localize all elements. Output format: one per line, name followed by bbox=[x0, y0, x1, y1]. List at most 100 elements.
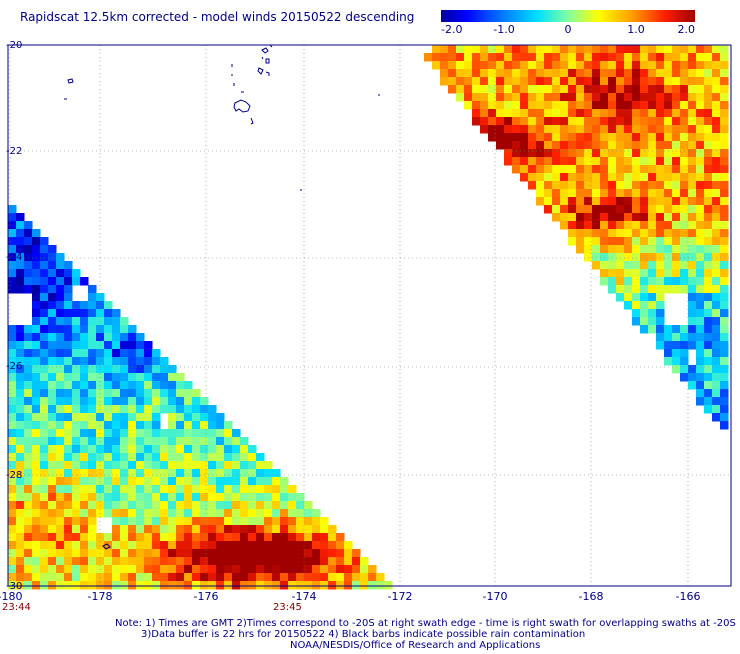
wind-difference-cell bbox=[80, 301, 89, 310]
wind-difference-cell bbox=[576, 229, 585, 238]
wind-difference-cell bbox=[56, 525, 65, 534]
wind-difference-cell bbox=[40, 269, 49, 278]
wind-difference-cell bbox=[464, 61, 473, 70]
wind-difference-cell bbox=[576, 237, 585, 246]
wind-difference-cell bbox=[208, 533, 217, 542]
wind-difference-cell bbox=[624, 141, 633, 150]
wind-difference-cell bbox=[352, 581, 361, 590]
wind-difference-cell bbox=[56, 405, 65, 414]
wind-difference-cell bbox=[520, 93, 529, 102]
wind-difference-cell bbox=[464, 53, 473, 62]
wind-difference-cell bbox=[160, 381, 169, 390]
wind-difference-cell bbox=[536, 117, 545, 126]
wind-difference-cell bbox=[16, 581, 25, 590]
wind-difference-cell bbox=[304, 541, 313, 550]
wind-difference-cell bbox=[216, 509, 225, 518]
wind-difference-cell bbox=[144, 541, 153, 550]
wind-difference-cell bbox=[720, 373, 729, 382]
wind-difference-cell bbox=[624, 101, 633, 110]
wind-difference-cell bbox=[616, 173, 625, 182]
wind-difference-cell bbox=[160, 549, 169, 558]
wind-difference-cell bbox=[192, 517, 201, 526]
wind-difference-cell bbox=[640, 261, 649, 270]
wind-difference-cell bbox=[160, 445, 169, 454]
wind-difference-cell bbox=[688, 45, 697, 54]
wind-difference-cell bbox=[160, 517, 169, 526]
wind-difference-cell bbox=[128, 333, 137, 342]
wind-difference-cell bbox=[168, 381, 177, 390]
wind-difference-cell bbox=[656, 245, 665, 254]
wind-difference-cell bbox=[48, 309, 57, 318]
wind-difference-cell bbox=[640, 245, 649, 254]
wind-difference-cell bbox=[72, 357, 81, 366]
wind-difference-cell bbox=[32, 333, 41, 342]
wind-difference-cell bbox=[24, 365, 33, 374]
wind-difference-cell bbox=[248, 501, 257, 510]
wind-difference-cell bbox=[8, 469, 17, 478]
wind-difference-cell bbox=[352, 565, 361, 574]
wind-difference-cell bbox=[656, 173, 665, 182]
wind-difference-cell bbox=[48, 277, 57, 286]
wind-difference-cell bbox=[224, 477, 233, 486]
wind-difference-cell bbox=[488, 85, 497, 94]
wind-difference-cell bbox=[24, 341, 33, 350]
wind-difference-cell bbox=[608, 221, 617, 230]
wind-difference-cell bbox=[608, 117, 617, 126]
wind-difference-cell bbox=[640, 189, 649, 198]
wind-difference-cell bbox=[192, 453, 201, 462]
wind-difference-cell bbox=[664, 117, 673, 126]
wind-difference-cell bbox=[704, 325, 713, 334]
wind-difference-cell bbox=[712, 285, 721, 294]
wind-difference-cell bbox=[64, 533, 73, 542]
wind-difference-cell bbox=[232, 461, 241, 470]
wind-difference-cell bbox=[224, 549, 233, 558]
wind-difference-cell bbox=[336, 549, 345, 558]
wind-difference-cell bbox=[608, 245, 617, 254]
wind-difference-cell bbox=[712, 229, 721, 238]
wind-difference-cell bbox=[712, 101, 721, 110]
wind-difference-cell bbox=[184, 541, 193, 550]
wind-difference-cell bbox=[568, 157, 577, 166]
wind-difference-cell bbox=[16, 333, 25, 342]
wind-difference-cell bbox=[216, 565, 225, 574]
wind-difference-cell bbox=[560, 125, 569, 134]
wind-difference-cell bbox=[648, 101, 657, 110]
wind-difference-cell bbox=[424, 53, 433, 62]
wind-difference-cell bbox=[696, 109, 705, 118]
wind-difference-cell bbox=[504, 101, 513, 110]
wind-difference-cell bbox=[136, 477, 145, 486]
wind-difference-cell bbox=[16, 525, 25, 534]
wind-difference-cell bbox=[136, 349, 145, 358]
wind-difference-cell bbox=[224, 509, 233, 518]
wind-difference-cell bbox=[200, 477, 209, 486]
wind-difference-cell bbox=[112, 381, 121, 390]
wind-difference-cell bbox=[672, 149, 681, 158]
wind-difference-cell bbox=[80, 445, 89, 454]
wind-difference-cell bbox=[552, 173, 561, 182]
wind-difference-cell bbox=[296, 533, 305, 542]
wind-difference-cell bbox=[656, 61, 665, 70]
wind-difference-cell bbox=[64, 333, 73, 342]
wind-difference-cell bbox=[488, 61, 497, 70]
wind-difference-cell bbox=[672, 349, 681, 358]
wind-difference-cell bbox=[88, 301, 97, 310]
wind-difference-cell bbox=[704, 269, 713, 278]
wind-difference-cell bbox=[600, 245, 609, 254]
wind-difference-cell bbox=[32, 309, 41, 318]
wind-difference-cell bbox=[720, 293, 729, 302]
wind-difference-cell bbox=[584, 253, 593, 262]
wind-difference-cell bbox=[280, 565, 289, 574]
wind-difference-cell bbox=[576, 165, 585, 174]
wind-difference-cell bbox=[640, 237, 649, 246]
wind-difference-cell bbox=[40, 285, 49, 294]
wind-difference-cell bbox=[32, 477, 41, 486]
wind-difference-cell bbox=[8, 237, 17, 246]
wind-difference-cell bbox=[200, 445, 209, 454]
wind-difference-cell bbox=[32, 397, 41, 406]
wind-difference-cell bbox=[160, 581, 169, 590]
wind-difference-cell bbox=[576, 77, 585, 86]
wind-difference-cell bbox=[32, 421, 41, 430]
wind-difference-cell bbox=[8, 581, 17, 590]
wind-difference-cell bbox=[88, 333, 97, 342]
wind-difference-cell bbox=[160, 461, 169, 470]
